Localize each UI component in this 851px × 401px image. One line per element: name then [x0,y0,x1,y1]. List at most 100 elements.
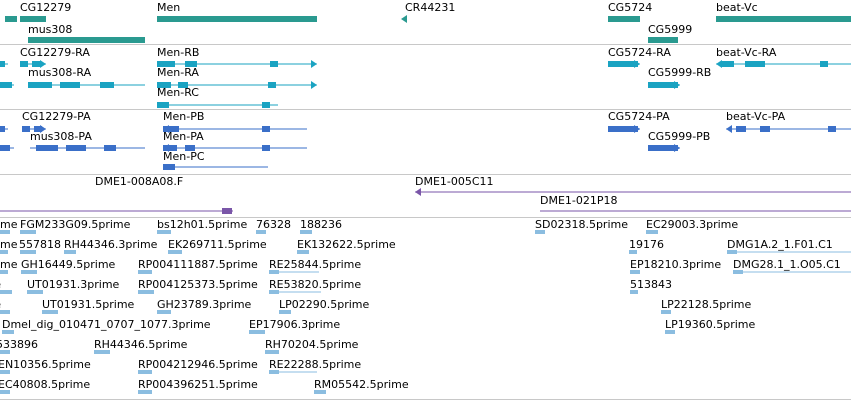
protein-label[interactable]: CG5724-PA [608,110,670,123]
est-block[interactable] [727,250,737,254]
est-block[interactable] [42,310,58,314]
est-label[interactable]: RM05542.5prime [314,378,409,391]
gene-label[interactable]: CG5724 [608,1,653,14]
transcript-exon[interactable] [820,61,828,67]
est-label[interactable]: RH44346.5prime [94,338,188,351]
est-block[interactable] [0,390,10,394]
transcript-exon[interactable] [270,61,278,67]
est-block[interactable] [665,330,675,334]
est-block[interactable] [64,250,76,254]
est-block[interactable] [314,390,326,394]
transcript-strand-arrow[interactable] [311,81,317,89]
est-block[interactable] [138,290,154,294]
protein-strand-arrow[interactable] [726,125,732,133]
protein-exon[interactable] [0,126,5,132]
transcript-exon[interactable] [178,82,188,88]
protein-label[interactable]: Men-PC [163,150,205,163]
est-label[interactable]: EC29003.3prime [646,218,739,231]
gene-bar[interactable] [20,16,46,22]
transcript-label[interactable]: beat-Vc-RA [716,46,777,59]
est-label[interactable]: DMG28.1_1.O05.C1 [733,258,841,271]
est-label[interactable]: bs12h01.5prime [157,218,248,231]
est-label[interactable]: RE53820.5prime [269,278,362,291]
clone-label[interactable]: DME1-021P18 [540,194,618,207]
est-block[interactable] [157,230,171,234]
est-label[interactable]: EP18210.3prime [630,258,722,271]
gene-bar[interactable] [608,16,640,22]
est-block[interactable] [21,270,37,274]
gene-label[interactable]: CG5999 [648,23,693,36]
est-label[interactable]: LP02290.5prime [279,298,370,311]
est-label[interactable]: 76328 [256,218,291,231]
est-label[interactable]: GH16449.5prime [21,258,116,271]
transcript-strand-arrow[interactable] [674,81,680,89]
est-label[interactable]: 513843 [630,278,672,291]
est-block[interactable] [269,270,279,274]
protein-strand-arrow[interactable] [163,144,169,152]
est-label[interactable]: RP004212946.5prime [138,358,258,371]
gene-bar[interactable] [157,16,317,22]
est-block[interactable] [630,270,640,274]
est-block[interactable] [256,230,266,234]
est-label[interactable]: RP004111887.5prime [138,258,258,271]
transcript-strand-arrow[interactable] [40,60,46,68]
est-label[interactable]: me [0,218,18,231]
est-block[interactable] [168,250,182,254]
est-block[interactable] [630,290,638,294]
est-block[interactable] [0,350,10,354]
protein-label[interactable]: beat-Vc-PA [726,110,786,123]
gene-label[interactable]: CG12279 [20,1,72,14]
protein-strand-arrow[interactable] [163,125,169,133]
transcript-strand-arrow[interactable] [311,60,317,68]
est-label[interactable]: LP22128.5prime [661,298,752,311]
est-label[interactable]: 19176 [629,238,664,251]
transcript-exon[interactable] [157,102,169,108]
protein-strand-arrow[interactable] [634,125,640,133]
est-label[interactable]: EP17906.3prime [249,318,341,331]
gene-bar[interactable] [5,16,17,22]
est-block[interactable] [249,330,265,334]
est-block[interactable] [2,330,14,334]
transcript-exon[interactable] [648,82,678,88]
clone-label[interactable]: DME1-008A08.F [95,175,184,188]
est-block[interactable] [297,250,309,254]
est-block[interactable] [20,250,36,254]
protein-exon[interactable] [262,145,270,151]
est-block[interactable] [94,350,110,354]
est-block[interactable] [279,310,291,314]
est-block[interactable] [138,390,152,394]
est-block[interactable] [733,270,743,274]
transcript-exon[interactable] [268,82,276,88]
gene-bar[interactable] [648,37,678,43]
protein-strand-arrow[interactable] [674,144,680,152]
protein-label[interactable]: CG5999-PB [648,130,711,143]
est-label[interactable]: UT01931.3prime [27,278,120,291]
transcript-label[interactable]: Men-RC [157,86,199,99]
protein-exon[interactable] [648,145,678,151]
est-label[interactable]: 188236 [300,218,342,231]
est-block[interactable] [138,270,152,274]
clone-strand-arrow[interactable] [415,188,421,196]
est-block[interactable] [157,310,171,314]
est-block[interactable] [0,310,10,314]
transcript-label[interactable]: CG5999-RB [648,66,712,79]
est-block[interactable] [0,270,8,274]
transcript-exon[interactable] [745,61,765,67]
protein-label[interactable]: mus308-PA [30,130,92,143]
est-label[interactable]: 557818 [19,238,61,251]
transcript-exon[interactable] [60,82,80,88]
protein-exon[interactable] [163,164,175,170]
transcript-exon[interactable] [157,82,171,88]
est-block[interactable] [0,250,8,254]
protein-exon[interactable] [36,145,58,151]
gene-label[interactable]: CR44231 [405,1,456,14]
protein-exon[interactable] [34,126,42,132]
est-block[interactable] [269,370,279,374]
est-label[interactable]: Dmel_dig_010471_0707_1077.3prime [2,318,211,331]
transcript-strand-arrow[interactable] [716,60,722,68]
est-label[interactable]: me [0,258,18,271]
protein-label[interactable]: Men-PB [163,110,205,123]
transcript-exon[interactable] [28,82,52,88]
est-label[interactable]: EC40808.5prime [0,378,91,391]
est-label[interactable]: RH70204.5prime [265,338,359,351]
